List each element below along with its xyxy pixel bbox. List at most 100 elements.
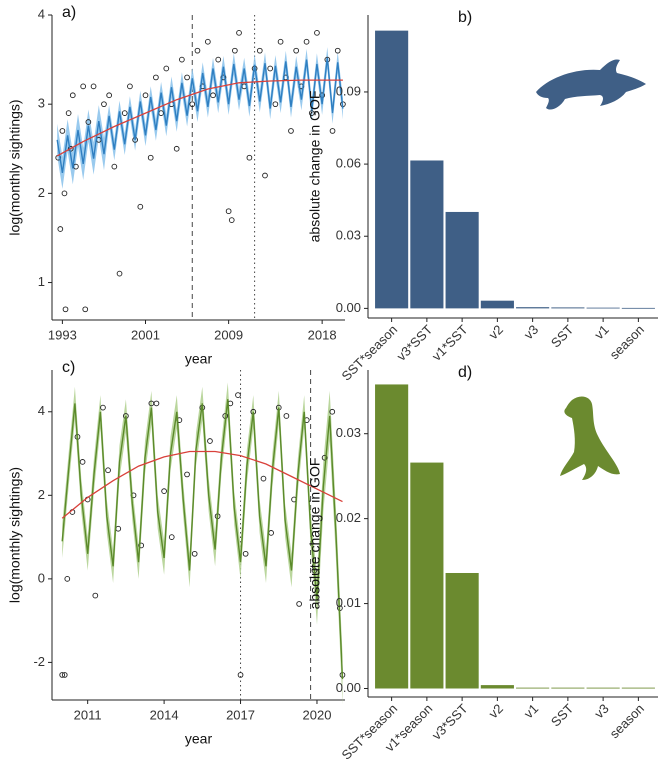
bar (445, 211, 479, 309)
observation-point (121, 110, 128, 116)
observation-point (207, 438, 213, 444)
y-tick-label: 0.06 (336, 156, 361, 171)
observation-point (303, 38, 310, 45)
trend-line (61, 450, 343, 519)
x-tick-label: v3*SST (429, 701, 471, 743)
observation-point (57, 226, 64, 232)
y-axis-title: absolute change in GOF (307, 458, 323, 610)
observation-point (153, 74, 159, 81)
bar (445, 572, 479, 689)
observation-point (168, 534, 175, 540)
x-axis-title: year (185, 731, 213, 747)
observation-point (115, 525, 122, 532)
observation-point (61, 672, 68, 678)
y-tick-label: 0 (38, 570, 45, 585)
y-tick-label: 3 (38, 96, 45, 111)
y-tick-label: 4 (38, 403, 45, 418)
observation-point (277, 38, 284, 45)
observation-point (262, 172, 268, 179)
observation-point (61, 190, 68, 197)
confidence-band (62, 382, 343, 705)
y-axis-title: log(monthly sightings) (7, 99, 23, 235)
observation-point (235, 392, 241, 398)
observation-point (283, 413, 290, 419)
y-tick-label: 0.03 (336, 228, 361, 243)
observation-point (329, 408, 336, 415)
x-tick-label: season (607, 322, 647, 362)
observation-point (205, 38, 211, 45)
observation-point (90, 83, 97, 90)
observation-point (194, 47, 201, 54)
x-tick-label: 2017 (226, 707, 255, 722)
observation-point (79, 459, 86, 465)
observation-point (268, 530, 274, 536)
observation-point (62, 306, 69, 313)
observation-point (293, 47, 300, 54)
bar (516, 687, 550, 689)
bar (375, 384, 409, 689)
y-tick-label: 2 (38, 487, 45, 502)
observation-point (256, 47, 263, 54)
trend-line (56, 79, 343, 157)
bar (410, 462, 444, 689)
observation-point (228, 217, 235, 223)
observation-point (59, 672, 66, 678)
observation-point (82, 306, 89, 313)
observation-point (100, 404, 106, 411)
observation-point (106, 92, 112, 99)
observation-point (210, 92, 216, 99)
observation-point (191, 550, 198, 557)
x-tick-label: v3*SST (394, 322, 436, 364)
observation-point (184, 471, 190, 478)
y-tick-label: 0.00 (336, 300, 361, 315)
fitted-line (61, 399, 344, 680)
bar (480, 300, 514, 309)
observation-point (137, 203, 144, 210)
x-tick-label: v1*SST (429, 322, 471, 364)
x-tick-label: SST (548, 701, 577, 730)
x-tick-label: v3 (591, 701, 611, 721)
dolphin-icon (536, 59, 646, 110)
x-tick-label: v2 (486, 701, 506, 721)
observation-point (69, 92, 76, 99)
observation-point (237, 672, 244, 678)
observation-point (220, 74, 227, 81)
y-tick-label: -2 (33, 654, 45, 669)
observation-point (184, 74, 190, 81)
y-tick-label: 0.09 (336, 83, 361, 98)
bar (375, 30, 409, 309)
bar (621, 307, 655, 309)
observation-point (272, 101, 279, 108)
observation-point (334, 47, 341, 54)
observation-point (64, 576, 71, 582)
observation-point (163, 65, 170, 72)
observation-point (321, 454, 328, 461)
observation-point (138, 542, 145, 549)
y-tick-label: 0.02 (336, 510, 361, 525)
y-tick-label: 0.01 (336, 595, 361, 610)
observation-point (116, 270, 123, 277)
observation-point (215, 56, 222, 63)
observation-point (296, 601, 302, 607)
y-tick-label: 0.03 (336, 425, 361, 440)
x-tick-label: SST*season (338, 322, 400, 384)
sea-lion-icon (560, 396, 620, 480)
y-axis-title: absolute change in GOF (307, 91, 323, 243)
x-tick-label: v2 (486, 322, 506, 342)
bar (621, 687, 655, 689)
observation-point (173, 145, 180, 152)
y-axis-title: log(monthly sightings) (7, 467, 23, 603)
observation-point (329, 128, 336, 134)
observation-point (236, 29, 242, 36)
bar (410, 160, 444, 309)
observation-point (314, 29, 320, 36)
x-tick-label: v1 (521, 701, 541, 721)
observation-point (127, 83, 133, 90)
bar (480, 685, 514, 689)
observation-point (59, 128, 66, 134)
y-tick-label: 2 (38, 185, 45, 200)
y-tick-label: 1 (38, 274, 45, 289)
observation-point (179, 56, 185, 63)
